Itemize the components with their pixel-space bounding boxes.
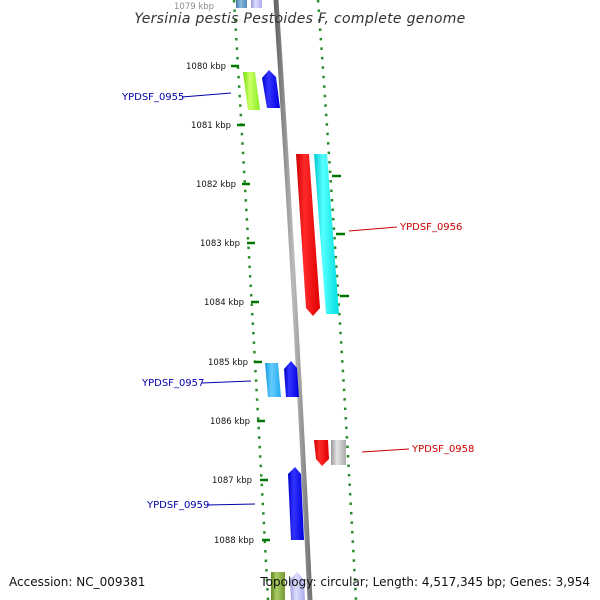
gene-arrow-ypdsf-0957[interactable] [265,363,281,397]
gene-label-ypdsf-0958[interactable]: YPDSF_0958 [411,444,474,455]
gene-arrow-blue-1085[interactable] [284,361,299,397]
leader-line-ypdsf-0958 [361,448,410,453]
tick-label-1087: 1087 kbp [212,476,252,486]
gene-label-ypdsf-0956[interactable]: YPDSF_0956 [399,222,462,233]
accession-text: Accession: NC_009381 [9,575,145,589]
gene-arrow-cyan[interactable] [314,154,339,314]
gene-label-ypdsf-0957[interactable]: YPDSF_0957 [141,378,204,389]
gene-arrow-green[interactable] [243,72,260,110]
tick-label-1079: 1079 kbp [174,2,214,12]
gene-label-ypdsf-0959[interactable]: YPDSF_0959 [146,500,209,511]
gene-arrow-grey[interactable] [331,440,346,465]
gene-arrow-ypdsf-0955[interactable] [262,70,280,108]
gene-arrow-bottom-lavender[interactable] [290,572,305,600]
tick-label-1080: 1080 kbp [186,62,226,72]
genome-backbone [273,0,313,600]
gene-arrow-ypdsf-0956[interactable] [296,154,320,316]
tick-label-1082: 1082 kbp [196,180,236,190]
tick-label-1088: 1088 kbp [214,536,254,546]
tick-marks [231,64,349,542]
map-title: Yersinia pestis Pestoides F, complete ge… [134,11,465,27]
gene-arrow-bottom-olive[interactable] [271,572,285,600]
gene-arrow-ypdsf-0958[interactable] [314,440,329,466]
leader-line-ypdsf-0959 [206,503,256,506]
gene-label-ypdsf-0955[interactable]: YPDSF_0955 [121,92,184,103]
leader-line-ypdsf-0956 [348,226,398,232]
tick-label-1083: 1083 kbp [200,239,240,249]
topology-summary-text: Topology: circular; Length: 4,517,345 bp… [259,575,590,589]
gene-arrow-top-steel[interactable] [236,0,247,8]
leader-line-ypdsf-0955 [181,92,232,98]
tick-label-1086: 1086 kbp [210,417,250,427]
leader-line-ypdsf-0957 [201,380,252,384]
tick-label-1084: 1084 kbp [204,298,244,308]
tick-label-1085: 1085 kbp [208,358,248,368]
tick-label-1081: 1081 kbp [191,121,231,131]
gene-arrow-top-lavender[interactable] [251,0,262,8]
gene-arrow-ypdsf-0959[interactable] [288,467,304,540]
